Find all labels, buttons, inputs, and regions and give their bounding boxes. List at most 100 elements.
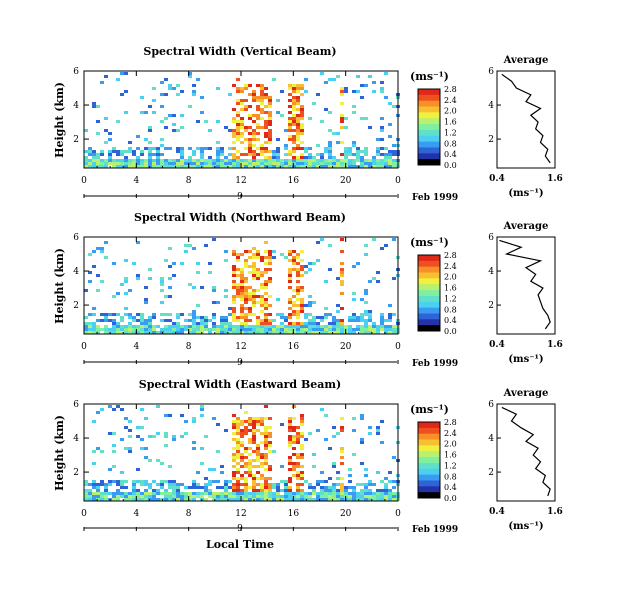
- heatmap-cell: [372, 322, 376, 325]
- heatmap-cell: [136, 498, 140, 501]
- heatmap-cell: [296, 313, 300, 316]
- heatmap-cell: [256, 429, 260, 432]
- heatmap-cell: [348, 486, 352, 489]
- heatmap-cell: [152, 147, 156, 150]
- heatmap-cell: [256, 420, 260, 423]
- heatmap-cell: [328, 447, 332, 450]
- heatmap-cell: [324, 159, 328, 162]
- heatmap-cell: [296, 331, 300, 334]
- heatmap-cell: [264, 156, 268, 159]
- heatmap-cell: [128, 141, 132, 144]
- heatmap-cell: [228, 328, 232, 331]
- heatmap-cell: [384, 477, 388, 480]
- heatmap-cell: [116, 322, 120, 325]
- heatmap-cell: [248, 474, 252, 477]
- heatmap-cell: [288, 138, 292, 141]
- heatmap-cell: [236, 78, 240, 81]
- heatmap-cell: [112, 162, 116, 165]
- heatmap-cell: [260, 165, 264, 168]
- heatmap-cell: [264, 477, 268, 480]
- heatmap-cell: [192, 483, 196, 486]
- heatmap-cell: [84, 322, 88, 325]
- heatmap-cell: [320, 325, 324, 328]
- heatmap-cell: [260, 147, 264, 150]
- heatmap-cell: [300, 250, 304, 253]
- heatmap-cell: [384, 489, 388, 492]
- heatmap-cell: [248, 447, 252, 450]
- heatmap-cell: [304, 147, 308, 150]
- heatmap-cell: [332, 492, 336, 495]
- heatmap-cell: [232, 253, 236, 256]
- heatmap-cell: [272, 483, 276, 486]
- colorbar-frame: [417, 88, 441, 166]
- heatmap-cell: [208, 468, 212, 471]
- heatmap-cell: [192, 150, 196, 153]
- heatmap-cell: [132, 331, 136, 334]
- heatmap-cell: [140, 426, 144, 429]
- heatmap-cell: [232, 162, 236, 165]
- heatmap-cell: [268, 129, 272, 132]
- heatmap-cell: [196, 483, 200, 486]
- heatmap-cell: [144, 322, 148, 325]
- heatmap-cell: [260, 417, 264, 420]
- heatmap-cell: [292, 474, 296, 477]
- colorbar-tick-label: 1.2: [444, 461, 457, 470]
- heatmap-cell: [96, 411, 100, 414]
- heatmap-cell: [188, 75, 192, 78]
- heatmap-cell: [148, 495, 152, 498]
- heatmap-cell: [272, 486, 276, 489]
- heatmap-cell: [264, 429, 268, 432]
- heatmap-cell: [248, 165, 252, 168]
- colorbar-swatch: [418, 445, 440, 452]
- heatmap-cell: [124, 111, 128, 114]
- heatmap-cell: [216, 486, 220, 489]
- heatmap-cell: [128, 313, 132, 316]
- heatmap-cell: [296, 498, 300, 501]
- heatmap-cell: [240, 304, 244, 307]
- heatmap-cell: [260, 453, 264, 456]
- heatmap-cell: [320, 331, 324, 334]
- heatmap-cell: [164, 165, 168, 168]
- heatmap-cell: [240, 108, 244, 111]
- heatmap-cell: [244, 126, 248, 129]
- heatmap-cell: [296, 138, 300, 141]
- heatmap-cell: [124, 150, 128, 153]
- heatmap-cell: [336, 159, 340, 162]
- heatmap-cell: [152, 313, 156, 316]
- heatmap-cell: [356, 156, 360, 159]
- heatmap-cell: [148, 165, 152, 168]
- colorbar-swatch: [418, 301, 440, 309]
- heatmap-cell: [232, 495, 236, 498]
- heatmap-cell: [84, 165, 88, 168]
- heatmap-cell: [240, 271, 244, 274]
- heatmap-cell: [292, 453, 296, 456]
- heatmap-cell: [160, 328, 164, 331]
- heatmap-cell: [376, 489, 380, 492]
- heatmap-cell: [288, 250, 292, 253]
- heatmap-cell: [224, 483, 228, 486]
- heatmap-cell: [380, 328, 384, 331]
- heatmap-cell: [232, 483, 236, 486]
- heatmap-cell: [280, 162, 284, 165]
- heatmap-cell: [240, 310, 244, 313]
- heatmap-cell: [252, 144, 256, 147]
- heatmap-cell: [300, 471, 304, 474]
- colorbar-swatch: [418, 147, 440, 154]
- colorbar-tick-label: 0.4: [444, 316, 457, 325]
- heatmap-cell: [268, 492, 272, 495]
- heatmap-cell: [320, 328, 324, 331]
- heatmap-cell: [196, 271, 200, 274]
- heatmap-cell: [300, 301, 304, 304]
- heatmap-cell: [96, 495, 100, 498]
- heatmap-cell: [360, 495, 364, 498]
- heatmap-cell: [360, 84, 364, 87]
- heatmap-cell: [328, 165, 332, 168]
- heatmap-cell: [256, 153, 260, 156]
- heatmap-cell: [380, 162, 384, 165]
- heatmap-cell: [192, 328, 196, 331]
- heatmap-cell: [288, 444, 292, 447]
- heatmap-cell: [112, 450, 116, 453]
- heatmap-cell: [120, 471, 124, 474]
- heatmap-cell: [204, 435, 208, 438]
